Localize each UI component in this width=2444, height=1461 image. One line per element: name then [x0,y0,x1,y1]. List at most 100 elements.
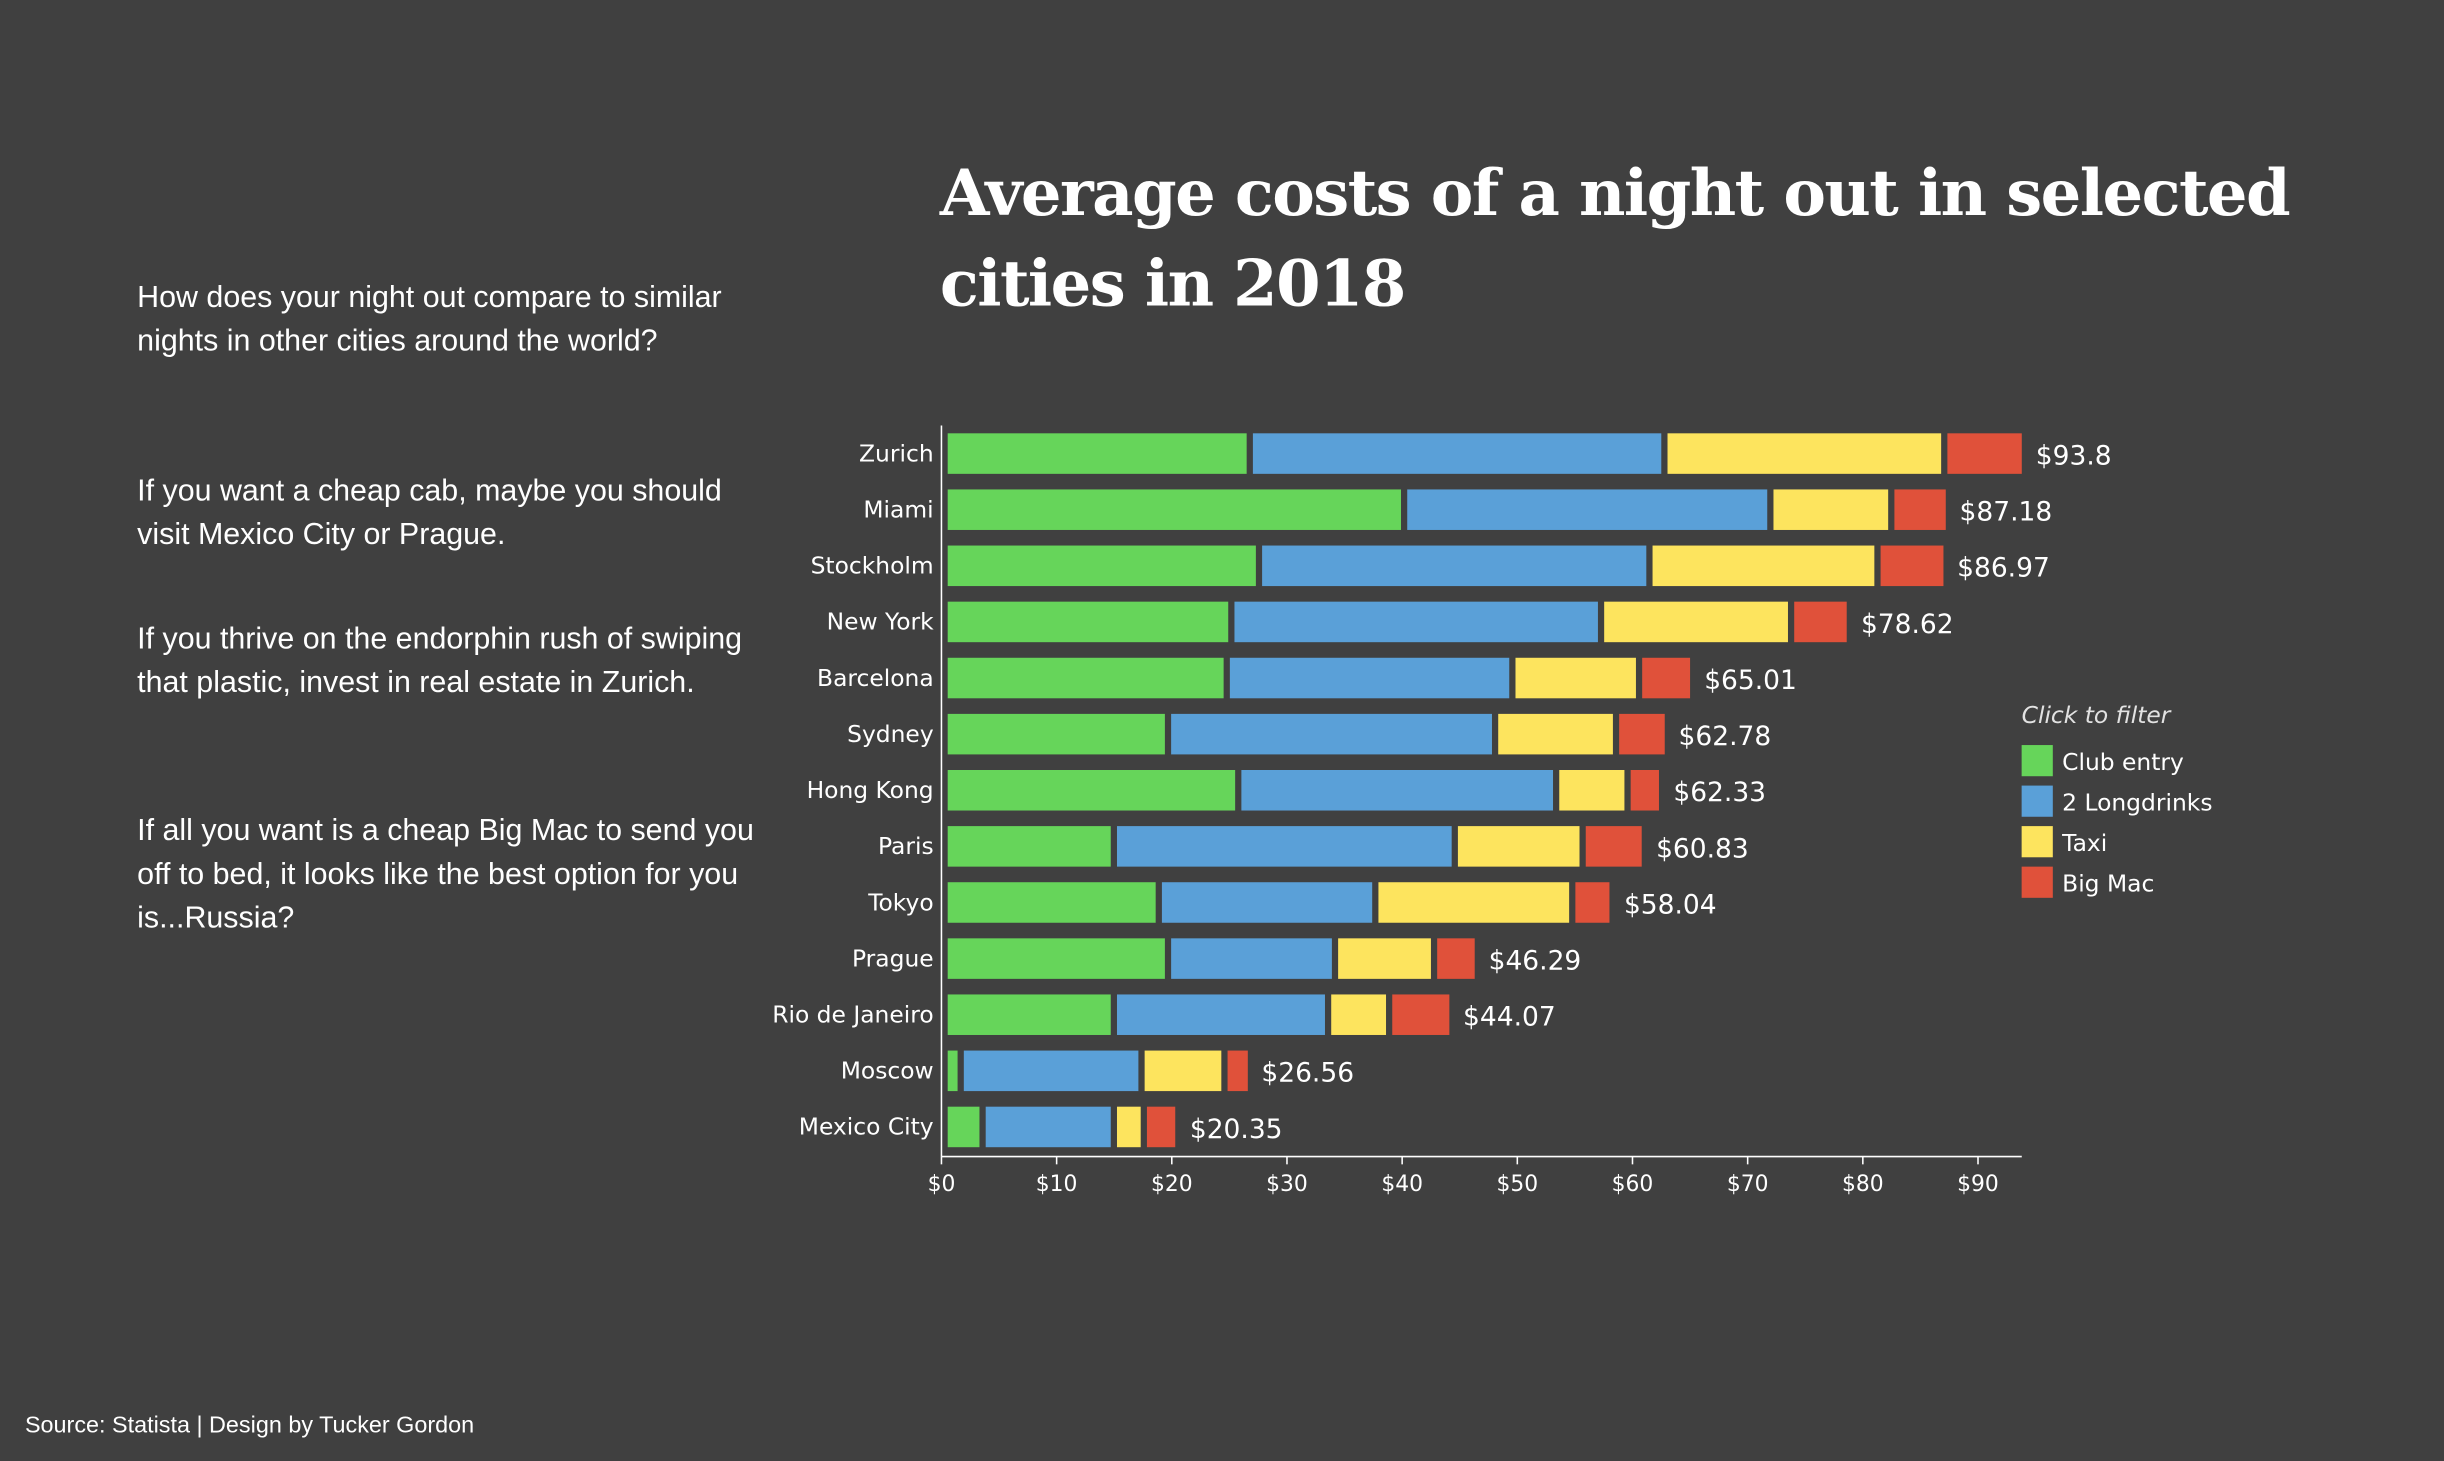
total-label: $46.29 [1489,946,1582,977]
legend-swatch[interactable] [2021,745,2053,777]
bar-segment [1604,601,1788,643]
bar-segment [1262,545,1647,587]
total-label: $44.07 [1463,1002,1556,1033]
x-tick-label: $60 [1612,1172,1654,1197]
bar-segment [1652,545,1875,587]
category-label: Moscow [841,1057,934,1085]
bar-segment [963,1050,1139,1092]
bar-segment [947,938,1165,979]
bar-segment [1234,601,1598,643]
bar-segment [1378,882,1570,923]
bar-segment [1642,657,1691,699]
bar-segment [1144,1050,1222,1092]
category-label: Sydney [847,720,934,748]
bar-segment [1146,1106,1176,1148]
bar-segment [1392,994,1450,1035]
bar-segment [1575,882,1610,923]
bar-segment [1161,882,1373,923]
bar-segment [1171,713,1492,755]
bar-segment [1116,994,1325,1035]
bar-segment [1331,994,1387,1035]
category-label: Prague [852,944,934,972]
bar-segment [1437,938,1475,979]
bar-segment [1619,713,1665,755]
bar-segment [1241,769,1554,811]
legend-swatch[interactable] [2021,866,2053,898]
category-label: Rio de Janeiro [772,1001,933,1029]
bar-segment [947,994,1111,1035]
bar-segment [1880,545,1944,587]
total-label: $86.97 [1957,553,2050,584]
bar-segment [1947,433,2022,474]
legend-label[interactable]: 2 Longdrinks [2062,789,2212,817]
total-label: $78.62 [1861,609,1954,640]
legend-swatch[interactable] [2021,826,2053,858]
total-label: $62.78 [1679,721,1772,752]
bar-segment [1585,826,1642,867]
legend-swatch[interactable] [2021,785,2053,817]
bar-segment [1457,826,1580,867]
bar-segment [947,1050,958,1092]
category-label: Zurich [859,439,934,467]
x-tick-label: $30 [1266,1172,1308,1197]
total-label: $87.18 [1960,497,2053,528]
bar-segment [947,545,1256,587]
x-tick-label: $40 [1381,1172,1423,1197]
x-tick-label: $10 [1036,1172,1078,1197]
bar-segment [1171,938,1332,979]
category-label: Paris [878,832,934,860]
bar-segment [947,657,1224,699]
legend-title: Click to filter [2022,701,2172,729]
x-tick-label: $0 [928,1172,956,1197]
total-label: $60.83 [1656,833,1749,864]
bar-segment [1894,489,1946,530]
bar-segment [947,882,1156,923]
intro-paragraph: If you thrive on the endorphin rush of s… [137,621,743,700]
legend-label[interactable]: Big Mac [2062,870,2154,898]
bar-segment [947,826,1111,867]
bar-segment [947,601,1229,643]
chart-title: Average costs of a night out in selected… [939,155,2291,322]
total-label: $62.33 [1673,777,1766,808]
bar-segment [1338,938,1431,979]
x-tick-label: $70 [1727,1172,1769,1197]
category-label: Stockholm [811,552,934,580]
bar-segment [1667,433,1942,474]
bar-segment [1498,713,1613,755]
x-tick-label: $20 [1151,1172,1193,1197]
x-tick-label: $80 [1842,1172,1884,1197]
category-label: Tokyo [867,888,933,916]
category-label: Miami [863,495,933,523]
intro-paragraph: If all you want is a cheap Big Mac to se… [137,813,754,936]
bar-segment [985,1106,1111,1148]
bar-segment [1794,601,1847,643]
bar-segment [1515,657,1636,699]
x-tick-label: $50 [1496,1172,1538,1197]
total-label: $93.8 [2036,440,2112,471]
bar-segment [1630,769,1659,811]
category-label: New York [827,608,934,636]
total-label: $26.56 [1261,1058,1354,1089]
bar-segment [1252,433,1662,474]
bar-segment [947,489,1401,530]
bar-segment [1559,769,1625,811]
bar-segment [947,1106,980,1148]
bar-segment [1227,1050,1248,1092]
bar-segment [947,769,1236,811]
intro-paragraph: If you want a cheap cab, maybe you shoul… [137,473,722,552]
bar-segment [1116,1106,1141,1148]
source: Source: Statista | Design by Tucker Gord… [24,1412,475,1439]
x-tick-label: $90 [1957,1172,1999,1197]
bar-segment [947,433,1247,474]
bar-segment [1407,489,1768,530]
legend-label[interactable]: Taxi [2061,829,2107,857]
legend-label[interactable]: Club entry [2062,748,2184,776]
total-label: $58.04 [1624,889,1717,920]
bar-segment [1229,657,1510,699]
category-label: Hong Kong [807,776,934,804]
intro-paragraph: How does your night out compare to simil… [137,280,722,359]
category-label: Barcelona [817,664,934,692]
